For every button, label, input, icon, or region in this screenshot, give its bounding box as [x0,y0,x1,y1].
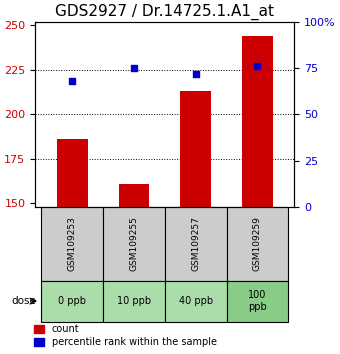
Title: GDS2927 / Dr.14725.1.A1_at: GDS2927 / Dr.14725.1.A1_at [55,4,274,21]
FancyBboxPatch shape [41,281,103,321]
Point [69,78,75,84]
FancyBboxPatch shape [226,207,288,281]
Text: dose: dose [12,296,36,306]
FancyBboxPatch shape [165,281,226,321]
FancyBboxPatch shape [103,281,165,321]
Text: GSM109255: GSM109255 [130,216,138,271]
Text: 0 ppb: 0 ppb [58,296,86,306]
FancyBboxPatch shape [165,207,226,281]
Text: GSM109253: GSM109253 [68,216,77,271]
Bar [242,36,273,207]
Text: GSM109259: GSM109259 [253,216,262,271]
Bar [180,91,211,207]
Point [193,71,199,76]
Bar [119,184,149,207]
Legend: count, percentile rank within the sample: count, percentile rank within the sample [32,322,219,349]
Text: 10 ppb: 10 ppb [117,296,151,306]
Text: 100
ppb: 100 ppb [248,290,267,312]
FancyBboxPatch shape [41,207,103,281]
FancyBboxPatch shape [226,281,288,321]
Point [131,65,137,71]
Text: GSM109257: GSM109257 [191,216,200,271]
FancyBboxPatch shape [103,207,165,281]
Text: 40 ppb: 40 ppb [178,296,213,306]
Bar [57,139,88,207]
Point [255,63,260,69]
